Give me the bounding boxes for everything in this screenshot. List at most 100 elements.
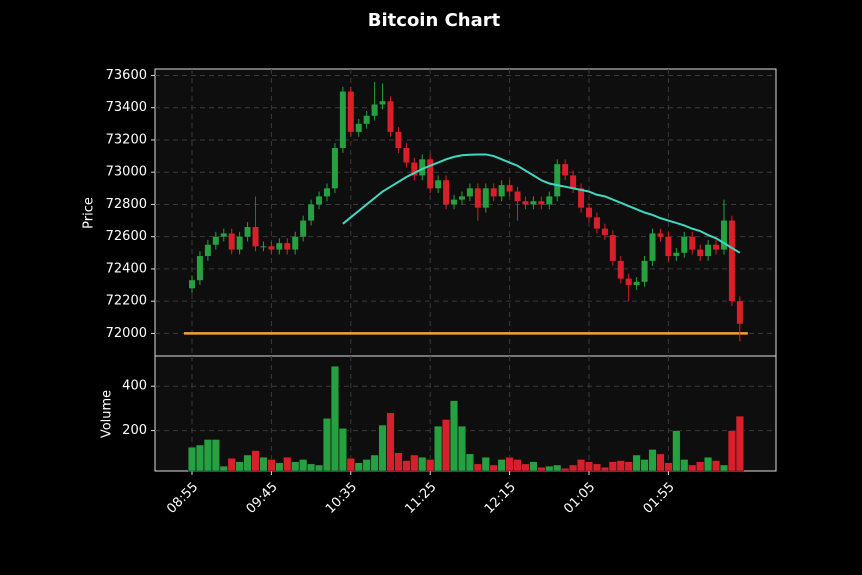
volume-bar [592,463,601,472]
y-tick-label: 73000 [106,165,147,180]
volume-bar [267,459,276,472]
volume-bar [473,463,482,472]
volume-bar [513,459,522,472]
candle-body [586,207,592,218]
candle-body [387,101,394,132]
y-tick-label: 72600 [106,229,147,244]
candle-body [522,201,529,205]
candle-body [339,91,346,149]
volume-bar [457,425,466,472]
moving-average-line [342,153,741,254]
candle-body [649,233,656,261]
candle-body [506,185,513,192]
candle-body [308,204,315,221]
volume-bar [481,457,490,472]
candle-body [204,244,211,257]
volume-bar [251,450,260,472]
volume-bar [362,459,371,472]
candle-body [212,236,219,245]
y-tick-label: 73200 [106,132,147,147]
y-tick-label: 72800 [106,197,147,212]
volume-bar [227,458,236,472]
volume-bar [211,439,220,472]
candle-body [189,280,195,289]
candle-body [395,131,402,149]
volume-bar [608,461,617,472]
candle-body [276,243,283,250]
candle-body [196,256,203,281]
volume-bar [735,415,744,472]
candle-body [244,227,251,237]
candle-body [474,188,481,208]
candle-body [284,243,291,250]
volume-bar [688,464,697,472]
candle-body [300,220,307,237]
candle-body [625,278,632,286]
candle-body [705,244,712,257]
volume-bar [585,461,594,472]
volume-bar [203,439,212,472]
y-tick-label: 200 [122,423,147,438]
candle-body [443,180,450,205]
price-panel [154,68,777,357]
candle-body [252,227,259,247]
volume-bar [696,461,705,472]
volume-bar [632,454,641,472]
volume-bar [338,428,347,472]
volume-bar [402,460,411,472]
candle-body [697,249,704,257]
candle-body [466,188,473,197]
volume-bar [283,457,292,472]
volume-bar [299,459,308,472]
candle-body [562,164,569,176]
volume-bar [450,400,459,472]
volume-bar [219,465,228,472]
volume-bar [719,464,728,472]
volume-bar [330,366,339,472]
candle-body [458,196,465,200]
volume-bar [648,449,657,472]
volume-bar [664,462,673,472]
candle-body [554,164,561,197]
volume-bar [187,447,196,472]
candle-body [236,236,243,250]
volume-bar [521,463,530,472]
volume-bar [259,457,268,472]
candle-body [323,188,330,197]
candle-body [546,196,553,205]
candle-body [538,201,545,205]
y-axis-label: Price [82,197,97,229]
candle-body [657,233,664,237]
volume-bar [712,460,721,472]
volume-bar [378,424,387,472]
candle-body [316,196,323,205]
candle-body [419,159,426,176]
volume-bar [410,454,419,472]
chart-title: Bitcoin Chart [368,10,501,31]
candle-body [736,301,743,324]
volume-bar [489,464,498,472]
candle-body [673,252,680,257]
volume-bar [616,460,625,472]
volume-bar [426,459,435,472]
candle-body [617,260,624,279]
candle-body [601,228,608,236]
candle-body [355,123,362,132]
volume-bar [600,467,609,472]
candle-body [641,260,648,282]
volume-bar [370,454,379,472]
volume-axis-label: Volume [100,390,115,438]
volume-bar [394,452,403,472]
volume-bar [346,458,355,472]
candle-body [292,236,299,250]
volume-bar [497,459,506,472]
candle-body [347,91,354,132]
candle-body [260,246,267,248]
y-tick-label: 73600 [106,68,147,83]
candle-body [530,201,537,205]
candle-body [578,188,585,208]
candle-body [490,188,497,197]
candle-body [371,104,378,116]
y-tick-label: 72000 [106,326,147,341]
